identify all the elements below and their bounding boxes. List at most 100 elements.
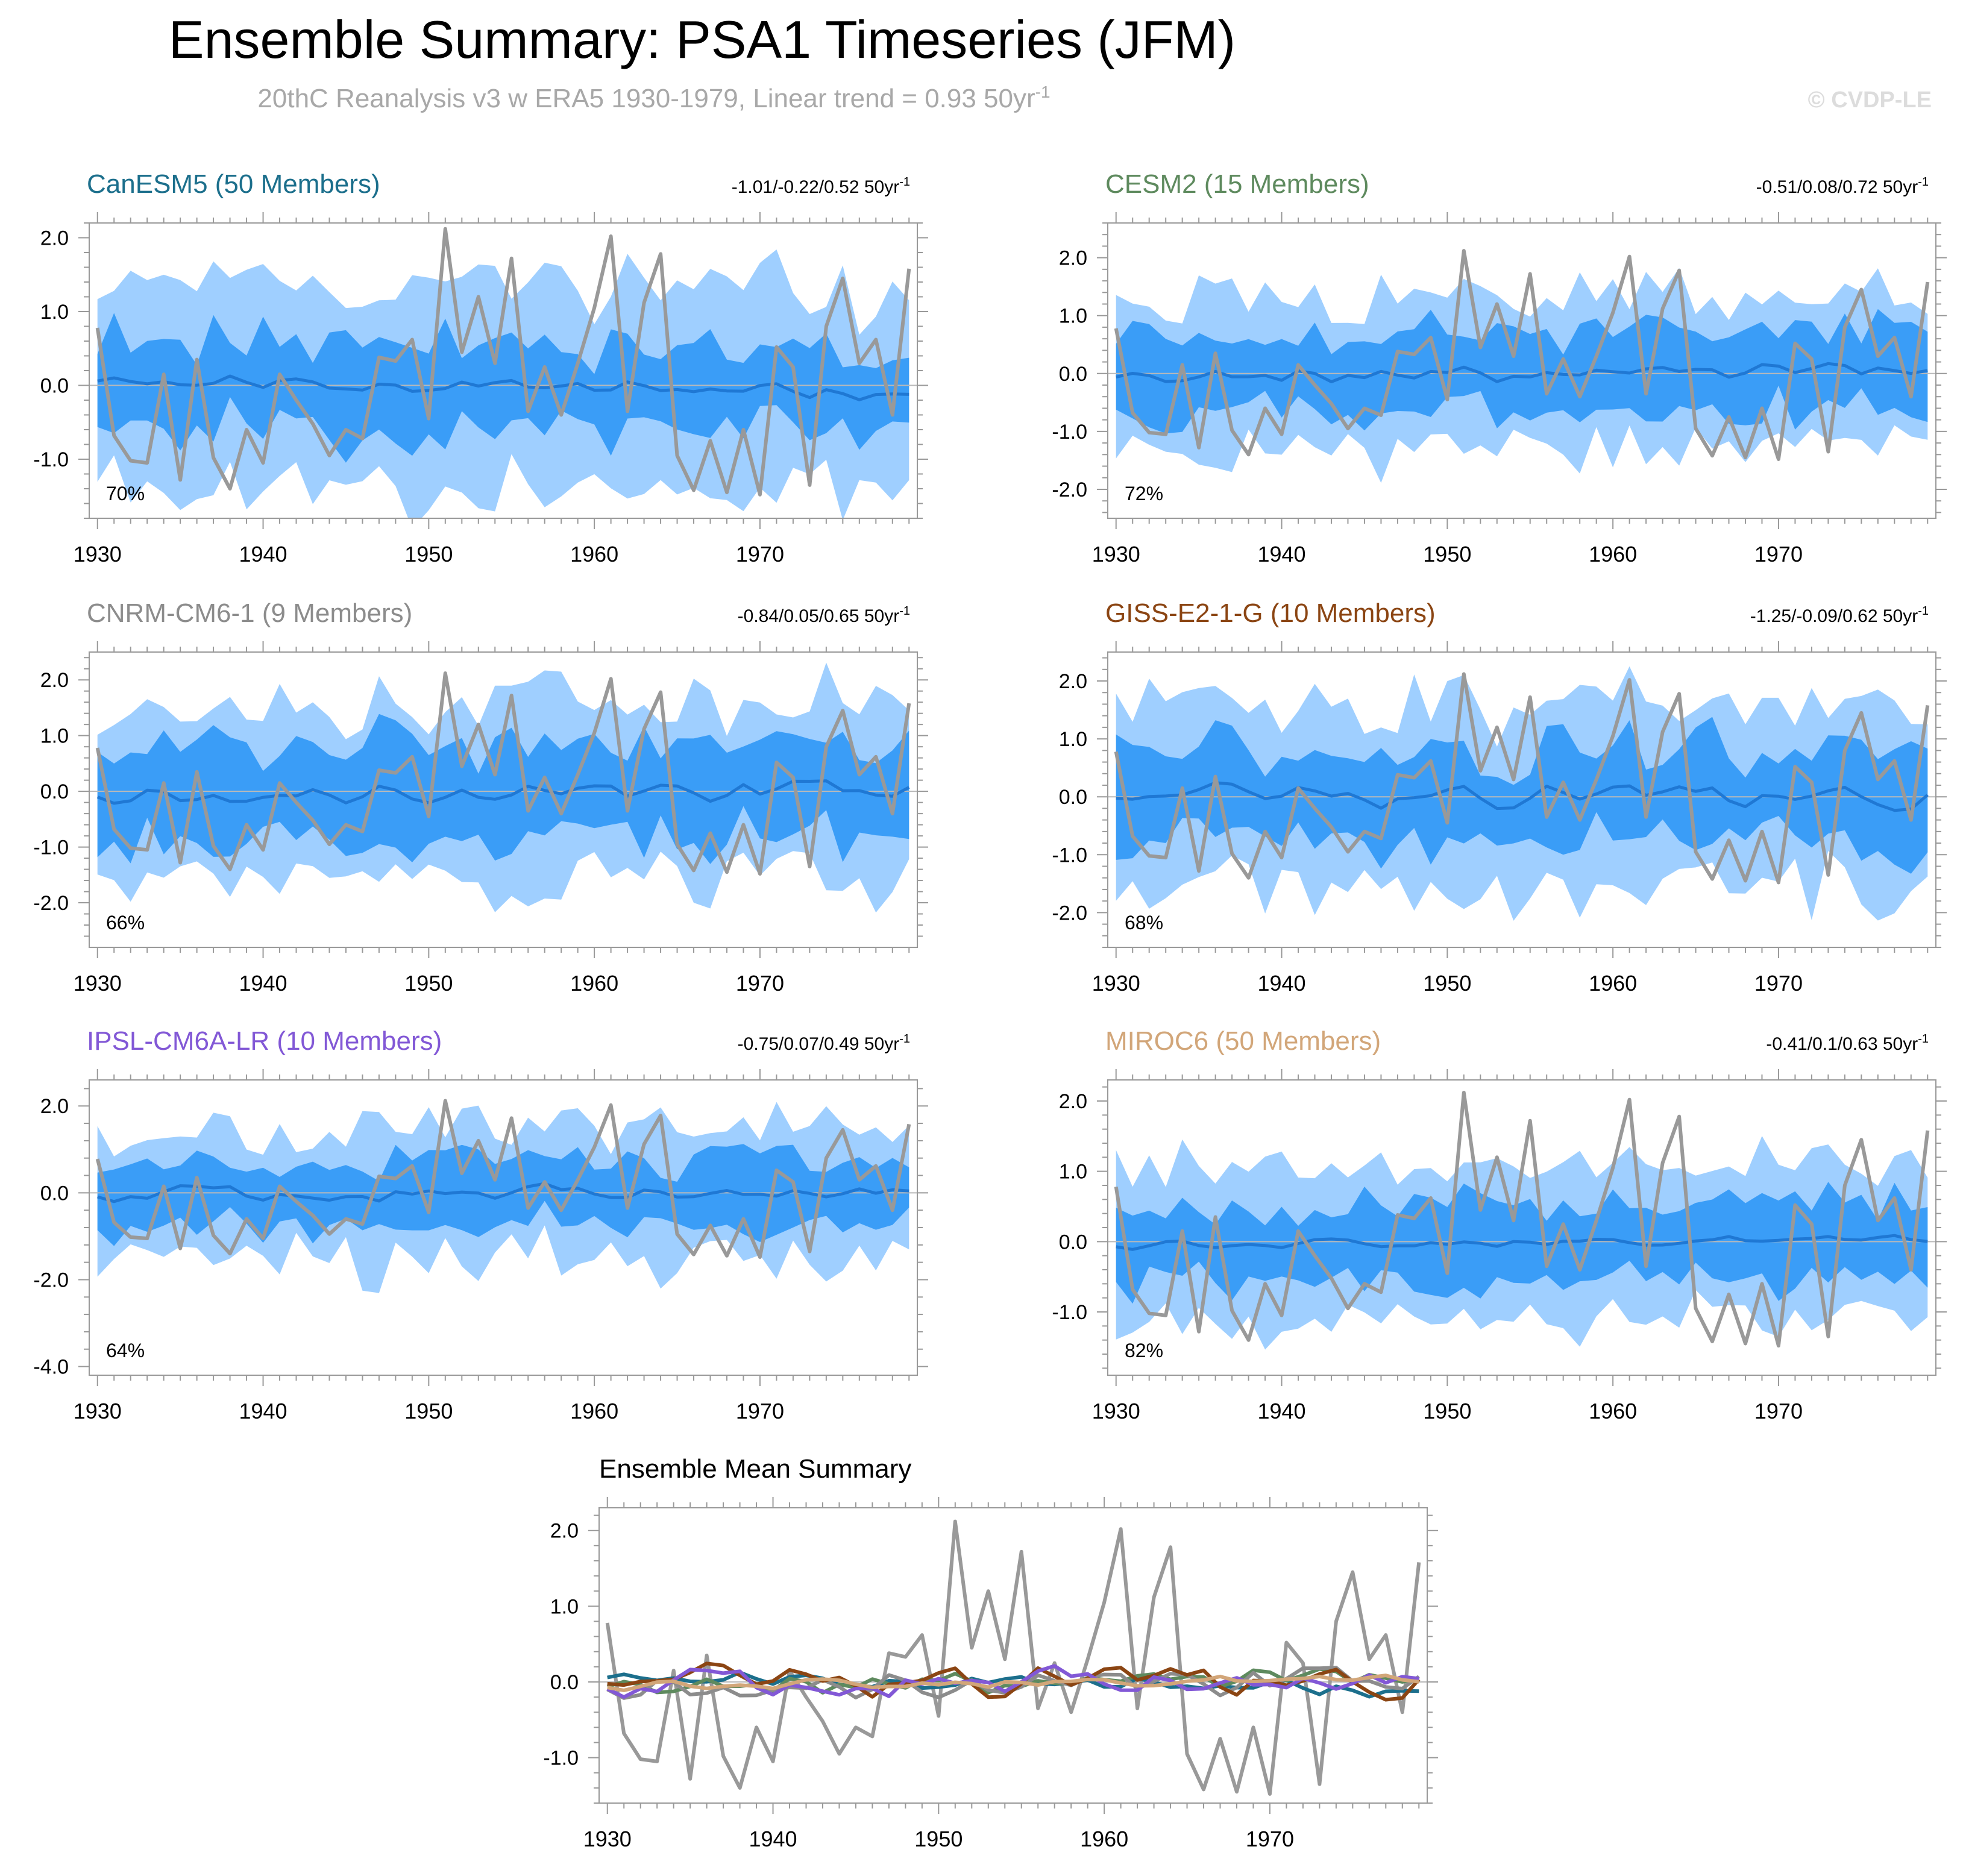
observed-line [1114, 1091, 1930, 1347]
observed-line [1114, 249, 1930, 461]
y-tick-label: 1.0 [40, 725, 69, 748]
x-tick-label: 1930 [1092, 1399, 1140, 1423]
panel-canesm5: CanESM5 (50 Members) -1.01/-0.22/0.52 50y… [33, 169, 928, 566]
y-tick-label: -1.0 [33, 836, 69, 859]
percent-label: 68% [1125, 912, 1163, 933]
y-tick-label: 0.0 [1059, 786, 1087, 809]
y-tick-label: -1.0 [33, 448, 69, 471]
x-tick-label: 1950 [404, 542, 453, 566]
percent-label: 70% [106, 483, 145, 504]
x-tick-label: 1950 [404, 1399, 453, 1423]
panel-title: CNRM-CM6-1 (9 Members) [87, 598, 412, 628]
x-tick-label: 1940 [239, 1399, 287, 1423]
percent-label: 66% [106, 912, 145, 933]
x-tick-label: 1930 [1092, 542, 1140, 566]
y-tick-label: 2.0 [40, 669, 69, 692]
x-tick-label: 1940 [1257, 1399, 1305, 1423]
trend-text: -1.25/-0.09/0.62 50yr [1750, 606, 1918, 626]
y-tick-label: 2.0 [40, 1095, 69, 1118]
copyright-label: © CVDP-LE [1808, 87, 1932, 113]
panel-trend-label: -0.75/0.07/0.49 50yr-1 [738, 1032, 910, 1054]
y-tick-label: -1.0 [543, 1747, 579, 1770]
y-tick-label: 0.0 [1059, 363, 1087, 386]
x-tick-label: 1930 [74, 1399, 122, 1423]
x-tick-label: 1950 [1423, 971, 1471, 996]
ensemble-mean-line [97, 1182, 909, 1203]
series-line-observed [605, 1519, 1421, 1796]
x-tick-label: 1940 [239, 971, 287, 996]
panel-title: IPSL-CM6A-LR (10 Members) [87, 1026, 442, 1056]
observed-line [95, 227, 911, 497]
percent-label: 82% [1125, 1340, 1163, 1361]
y-tick-label: 2.0 [1059, 670, 1087, 693]
y-tick-label: -2.0 [1052, 478, 1087, 501]
y-tick-label: 2.0 [550, 1520, 579, 1543]
y-tick-label: -2.0 [33, 892, 69, 915]
subtitle-superscript: -1 [1035, 83, 1051, 101]
trend-superscript: -1 [899, 604, 910, 618]
figure-subtitle: 20thC Reanalysis v3 w ERA5 1930-1979, Li… [257, 83, 1050, 113]
y-tick-label: -2.0 [33, 1269, 69, 1291]
plot-area [599, 1519, 1427, 1796]
plot-area [1108, 249, 1936, 483]
panel-trend-label: -1.01/-0.22/0.52 50yr-1 [732, 175, 910, 197]
series-line-giss-e2-1-g [607, 1661, 1421, 1702]
panel-title: Ensemble Mean Summary [599, 1454, 911, 1484]
panel-title: CESM2 (15 Members) [1105, 169, 1369, 199]
panel-ipsl-cm6a-lr: IPSL-CM6A-LR (10 Members) -0.75/0.07/0.49… [33, 1026, 928, 1423]
plot-area [89, 662, 917, 913]
panel-title: MIROC6 (50 Members) [1105, 1026, 1381, 1056]
panels: CanESM5 (50 Members) -1.01/-0.22/0.52 50y… [33, 169, 1947, 1851]
trend-superscript: -1 [899, 1032, 910, 1046]
plot-frame [1107, 651, 1936, 948]
panel-summary: Ensemble Mean Summary 2.0 1.0 0.0 -1.0 1930 19… [543, 1454, 1438, 1851]
observed-line [95, 671, 911, 876]
x-tick-label: 1950 [1423, 542, 1471, 566]
panel-title: CanESM5 (50 Members) [87, 169, 380, 199]
x-tick-label: 1940 [1257, 971, 1305, 996]
trend-superscript: -1 [1918, 1032, 1929, 1046]
x-tick-label: 1960 [1589, 542, 1637, 566]
y-tick-label: 2.0 [1059, 1090, 1087, 1113]
plot-area [89, 227, 917, 518]
ensemble-inner-band [1116, 309, 1928, 434]
x-tick-label: 1950 [404, 971, 453, 996]
y-tick-label: -1.0 [1052, 421, 1087, 444]
y-tick-label: 0.0 [40, 780, 69, 803]
plot-frame [598, 1507, 1428, 1804]
subtitle-text: 20thC Reanalysis v3 w ERA5 1930-1979, Li… [257, 84, 1035, 113]
trend-text: -0.51/0.08/0.72 50yr [1756, 177, 1918, 197]
panel-giss-e2-1-g: GISS-E2-1-G (10 Members) -1.25/-0.09/0.62… [1052, 598, 1947, 996]
x-tick-label: 1970 [1246, 1827, 1294, 1851]
percent-label: 64% [106, 1340, 145, 1361]
observed-line [1114, 672, 1930, 885]
x-tick-label: 1930 [583, 1827, 632, 1851]
panel-trend-label: -0.84/0.05/0.65 50yr-1 [738, 604, 910, 626]
y-tick-label: -1.0 [1052, 1301, 1087, 1324]
x-tick-label: 1970 [1754, 542, 1803, 566]
trend-text: -0.84/0.05/0.65 50yr [738, 606, 900, 626]
x-tick-label: 1930 [74, 971, 122, 996]
x-tick-label: 1940 [1257, 542, 1305, 566]
trend-superscript: -1 [1918, 604, 1929, 618]
y-tick-label: -2.0 [1052, 902, 1087, 924]
x-tick-label: 1970 [736, 971, 784, 996]
y-tick-label: 0.0 [550, 1671, 579, 1694]
trend-text: -0.41/0.1/0.63 50yr [1766, 1034, 1918, 1054]
y-tick-label: 2.0 [40, 227, 69, 250]
panel-cnrm-cm6-1: CNRM-CM6-1 (9 Members) -0.84/0.05/0.65 50… [33, 598, 928, 996]
trend-text: -0.75/0.07/0.49 50yr [738, 1034, 900, 1054]
plot-area [89, 1099, 917, 1293]
percent-label: 72% [1125, 483, 1163, 504]
x-tick-label: 1950 [914, 1827, 963, 1851]
y-tick-label: 1.0 [40, 301, 69, 324]
y-tick-label: 0.0 [40, 1182, 69, 1205]
panel-trend-label: -1.25/-0.09/0.62 50yr-1 [1750, 604, 1929, 626]
series-line-ipsl-cm6a-lr [606, 1664, 1419, 1699]
observed-line [95, 1099, 911, 1259]
panel-miroc6: MIROC6 (50 Members) -0.41/0.1/0.63 50yr-1… [1052, 1026, 1947, 1423]
plot-area [1108, 1091, 1936, 1350]
plot-frame [89, 651, 918, 948]
x-tick-label: 1960 [1589, 971, 1637, 996]
